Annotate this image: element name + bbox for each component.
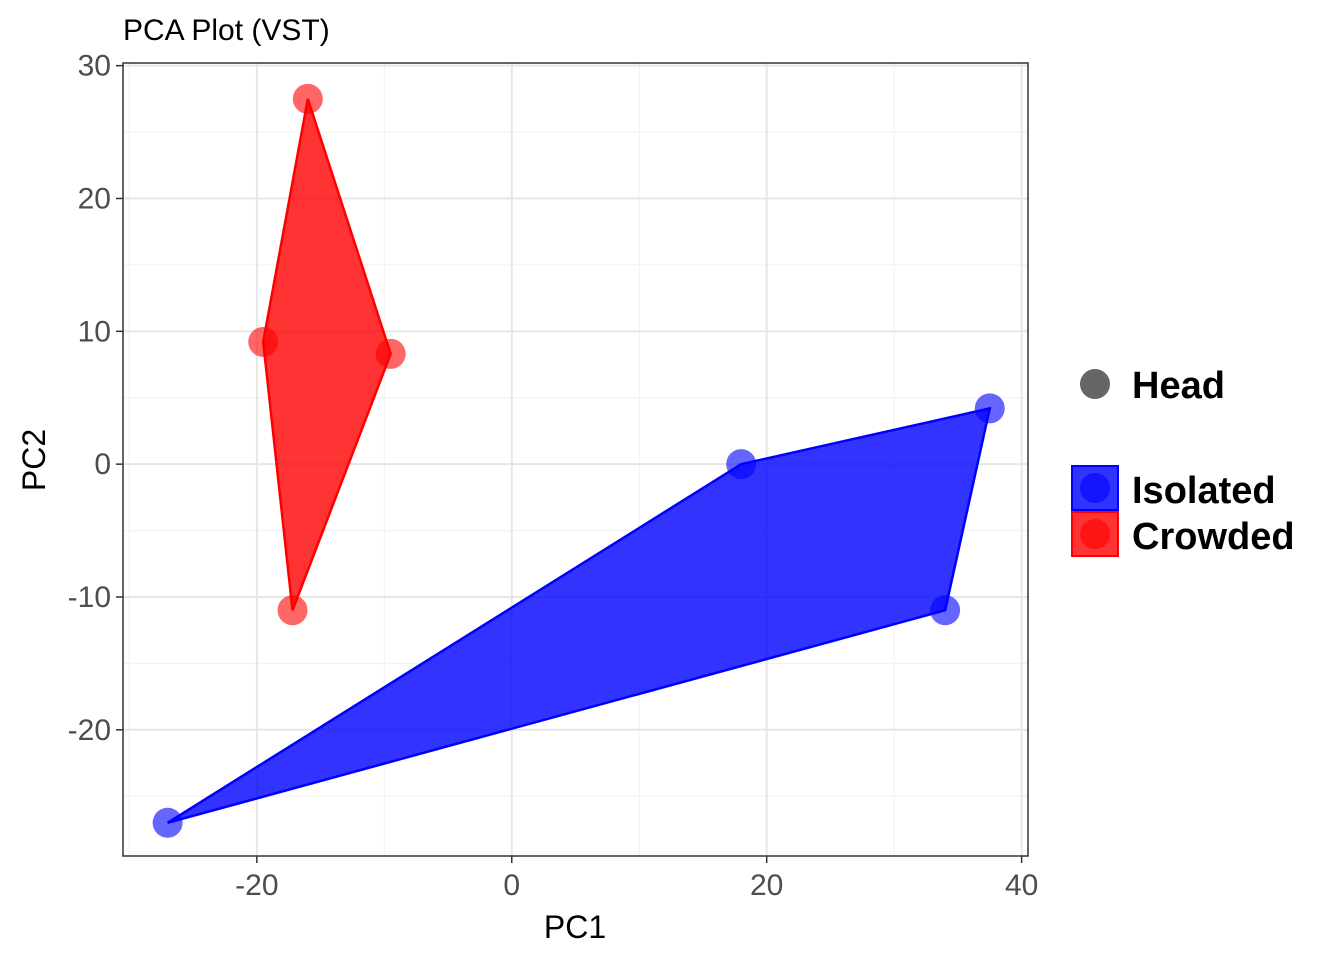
y-axis: 30 20 10 0 -10 -20 [68,50,123,747]
shape-legend-key [1080,369,1110,399]
legend-key-crowded-point [1080,519,1110,549]
legend-key-isolated-point [1080,473,1110,503]
point-isolated [152,807,183,838]
data-points [152,83,1005,838]
y-axis-title: PC2 [16,429,52,491]
point-isolated [974,393,1005,424]
point-isolated [726,449,757,480]
plot-border [122,62,1029,857]
legend-label-crowded: Crowded [1132,516,1295,558]
y-tick-label: 10 [78,315,111,348]
x-axis: -20 0 20 40 [235,856,1038,902]
shape-legend: Head [1080,365,1225,407]
y-tick-label: -20 [68,714,111,747]
x-tick-label: -20 [235,869,278,902]
point-crowded [375,338,406,369]
y-tick-label: 30 [78,50,111,83]
color-legend: Isolated Crowded [1071,465,1295,558]
x-axis-title: PC1 [544,909,606,945]
point-crowded [292,83,323,114]
shape-legend-label: Head [1132,365,1225,407]
x-tick-label: 40 [1005,869,1038,902]
point-crowded [277,595,308,626]
point-isolated [930,595,961,626]
y-tick-label: 20 [78,182,111,215]
legend-label-isolated: Isolated [1132,470,1276,512]
y-tick-label: 0 [94,448,111,481]
legend-entry-crowded: Crowded [1071,511,1295,558]
chart-title: PCA Plot (VST) [123,14,330,47]
point-crowded [248,326,279,357]
x-tick-label: 20 [750,869,783,902]
legend-entry-isolated: Isolated [1071,465,1276,512]
x-tick-label: 0 [503,869,520,902]
y-tick-label: -10 [68,581,111,614]
